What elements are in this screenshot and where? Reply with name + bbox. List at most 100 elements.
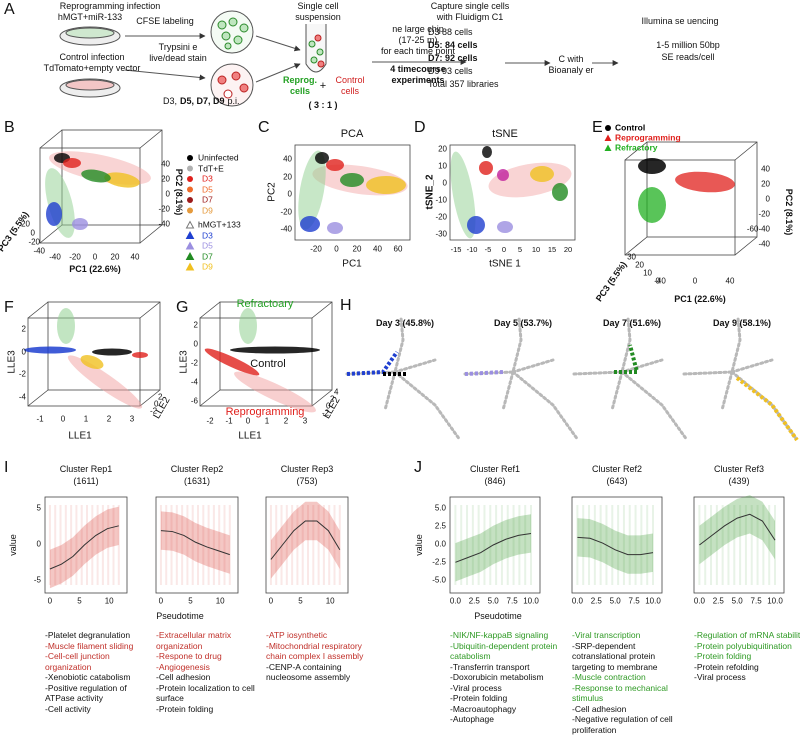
cell-icons [217,34,325,99]
go-term: -Transferrin transport [450,661,530,672]
tick-label: 20 [635,260,644,270]
tick-label: 2 [21,324,26,334]
tick-label: -20 [758,209,770,219]
tick-label: 40 [130,252,140,262]
axis-box [139,224,163,244]
tick-label: -15 [450,244,462,254]
plot-frame [449,144,576,241]
plot-frame [155,496,239,594]
tick-label: -5 [484,244,492,254]
trajectory-highlight [464,370,504,376]
panel-title: Day 9 (58.1%) [712,318,772,329]
cluster-title: Cluster Ref1 [469,464,521,475]
legend-marker [187,197,193,203]
trajectory [572,316,689,442]
cluster-region [315,152,329,164]
tick-label: 10.0 [645,596,661,606]
tick-label: -20 [435,212,447,222]
cluster-title: Cluster Ref3 [713,464,765,475]
cluster-region [230,346,320,354]
axis-label: PC2 (8.1%) [783,188,794,236]
step-text: experiments [391,75,445,86]
axis-box [139,129,163,149]
step-text: suspension [295,12,341,23]
cluster-band [699,495,775,565]
tick-label: 0 [326,401,331,411]
go-term: -Ubiquitin-dependent protein catabolism [450,640,558,662]
go-term: -Viral process [450,682,502,693]
plot-frame [44,496,128,594]
go-term: -Protein folding [694,651,752,661]
step-text: live/dead stain [149,53,207,64]
cluster-region [638,187,666,223]
tick-label: 1 [83,414,89,424]
cluster-band [49,506,119,589]
panel-label: J [414,459,422,477]
tick-label: 5 [298,596,303,606]
cluster-region [234,371,316,413]
panel-label: G [176,299,189,317]
cell-count: D3 88 cells [428,27,473,38]
cluster-region [204,348,260,376]
axis-label: tSNE 1 [489,258,521,270]
cluster-region [80,355,104,369]
cluster-region [675,171,735,193]
cell-label: cells [340,86,360,97]
legend-marker [604,144,612,151]
axis-box [39,147,141,244]
tick-label: -10 [435,195,447,205]
cluster-title: Cluster Ref2 [591,464,643,475]
tick-label: 2 [106,414,112,424]
axis-box [39,129,63,149]
legend-marker [187,186,193,193]
step-text: hMGT+miR-133 [57,12,123,23]
step-text: CFSE labeling [136,16,194,27]
legend-label: D3 [202,229,213,240]
step-text: Bioanaly er [548,65,594,76]
tick-label: -2 [18,369,26,379]
tick-label: 40 [161,159,170,169]
tick-label: 15 [547,244,557,254]
tick-label: 7.5 [628,596,640,606]
step-text: Illumina se uencing [641,16,719,27]
cluster-count: (439) [728,476,750,487]
go-term: -Positive regulation of ATPase activity [45,682,127,704]
step-text: Reprogramming infection [59,1,161,12]
trend-line [455,532,532,563]
tick-label: 40 [283,154,292,164]
tick-label: 20 [761,179,770,189]
step-text: Single cell [297,1,339,12]
cluster-region [497,169,509,181]
tick-label: 4 [334,387,339,397]
cluster-region [92,348,132,356]
trajectory-highlight [735,376,799,442]
go-term-list: -Regulation of mRNA stability -Protein po… [694,630,800,683]
cluster-region [104,172,140,188]
cluster-region [72,218,88,230]
ratio: ( 3 : 1 ) [308,100,338,111]
tick-label: -2.5 [432,557,446,567]
cluster-band [577,518,653,574]
cell-count: D5: 84 cells [428,40,478,51]
cluster-band [270,501,340,579]
timepoint: D3, [163,96,178,106]
cluster-count: (1631) [183,476,211,487]
cell-label: cells [289,86,311,97]
tick-label: -1 [225,416,233,426]
tick-label: 0 [193,339,198,349]
panel-label: D [414,119,426,137]
tick-label: 1 [264,416,270,426]
tick-label: 10 [325,596,335,606]
tick-label: 2.5 [712,596,724,606]
panel-label: C [258,119,270,137]
axis-label: PC1 (22.6%) [69,264,121,275]
tick-label: 10 [531,244,541,254]
step-text: (17-25 m) [398,35,438,46]
annotation: Control [250,357,286,370]
tick-label: 0 [21,347,26,357]
tick-label: 0 [36,539,41,549]
step-text: Capture single cells [430,1,510,12]
annotation: Refractoary [236,297,294,310]
cluster-count: (753) [296,476,318,487]
tick-label: 10 [104,596,114,606]
